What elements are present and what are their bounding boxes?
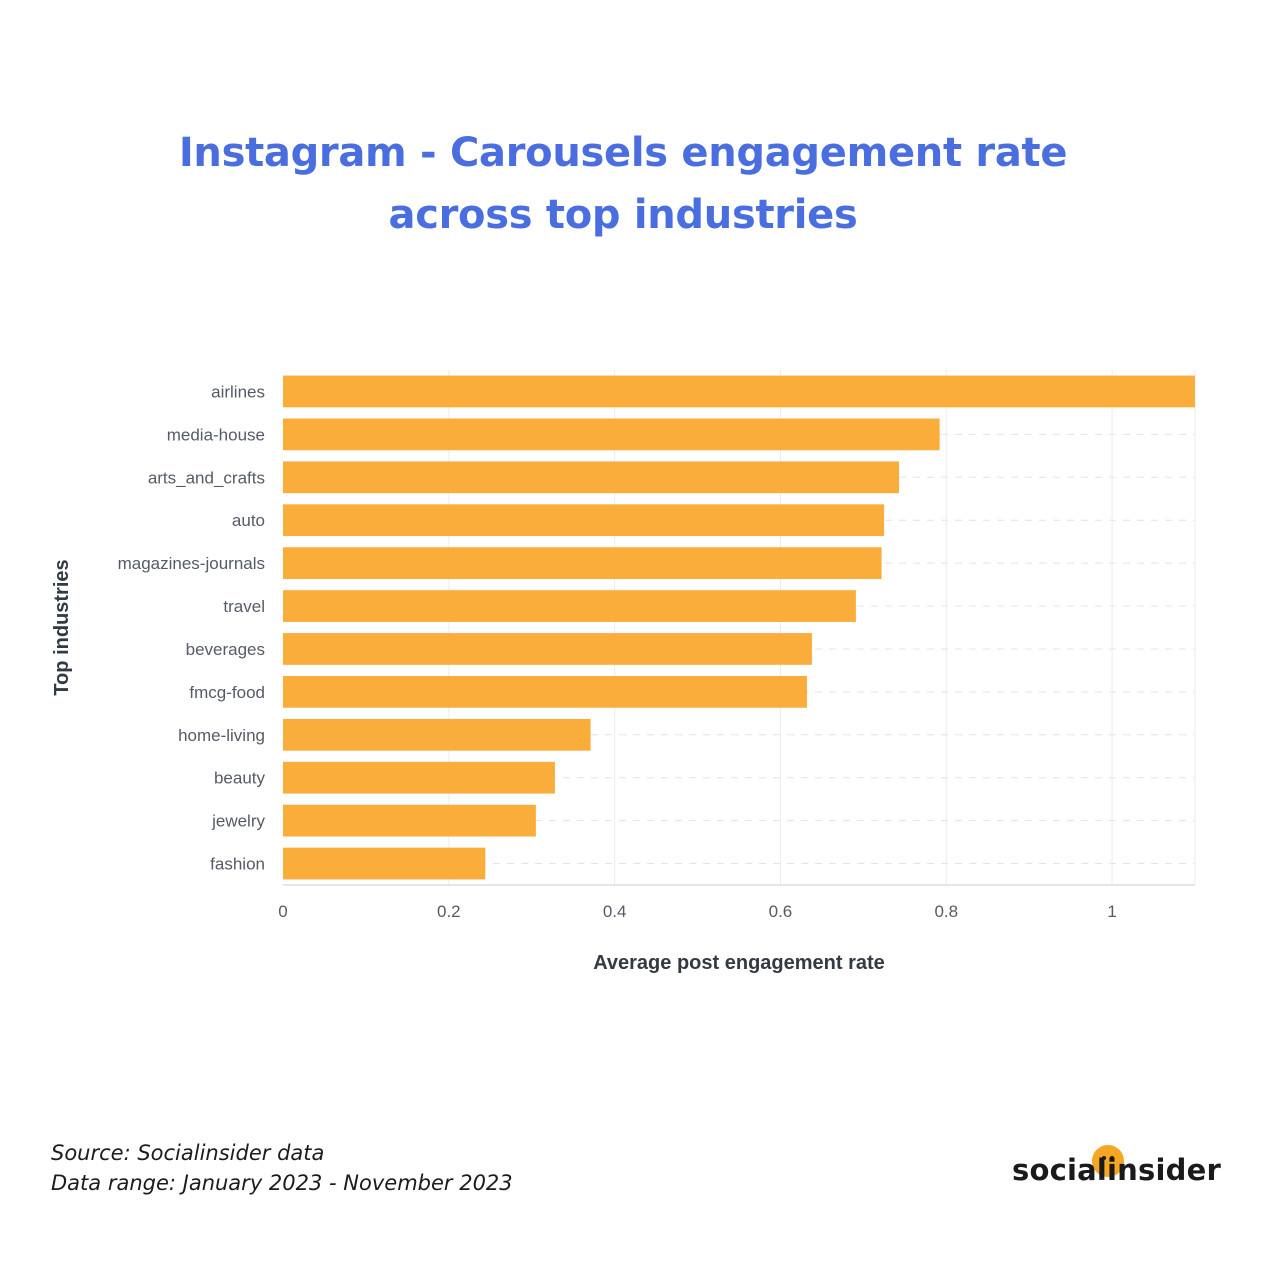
logo-face-icon — [1092, 1145, 1124, 1177]
x-tick-label: 0 — [278, 902, 287, 921]
bar-auto — [283, 504, 885, 537]
bar-fmcg-food — [283, 675, 807, 708]
category-label: auto — [232, 511, 265, 530]
footer-notes: Source: Socialinsider data Data range: J… — [51, 1138, 513, 1198]
x-tick-label: 0.4 — [603, 902, 627, 921]
bar-home-living — [283, 718, 591, 751]
category-label: beverages — [186, 640, 265, 659]
socialinsider-logo: socialinsider — [1012, 1145, 1221, 1197]
category-label: fmcg-food — [189, 683, 265, 702]
bar-travel — [283, 590, 856, 622]
x-tick-label: 0.8 — [934, 902, 958, 921]
source-note: Source: Socialinsider data — [51, 1141, 325, 1165]
chart-title-line-1: Instagram - Carousels engagement rate — [178, 130, 1068, 176]
date-range-note: Data range: January 2023 - November 2023 — [51, 1171, 513, 1195]
bar-arts_and_crafts — [283, 461, 900, 494]
category-label: arts_and_crafts — [148, 468, 265, 487]
x-tick-labels: 0 0.2 0.4 0.6 0.8 1 — [278, 902, 1117, 921]
category-label: beauty — [214, 769, 266, 788]
chart-title-line-2: across top industries — [388, 192, 858, 238]
bars — [283, 375, 1195, 880]
bar-airlines — [283, 375, 1195, 408]
category-label: airlines — [211, 382, 265, 401]
logo-text: socialinsider — [1012, 1153, 1221, 1187]
y-axis-title: Top industries — [51, 559, 73, 695]
x-tick-label: 1 — [1107, 902, 1116, 921]
bar-media-house — [283, 418, 940, 451]
bar-beauty — [283, 761, 555, 794]
category-label: home-living — [178, 726, 265, 745]
chart-title: Instagram - Carousels engagement rate ac… — [0, 122, 1246, 246]
bar-fashion — [283, 847, 486, 880]
category-label: fashion — [210, 855, 265, 874]
bar-beverages — [283, 633, 812, 665]
category-label: media-house — [167, 425, 265, 444]
x-axis-title: Average post engagement rate — [593, 952, 885, 974]
x-tick-label: 0.2 — [437, 902, 461, 921]
gridlines — [283, 370, 1196, 885]
bar-magazines-journals — [283, 547, 882, 580]
bar-jewelry — [283, 804, 536, 837]
category-label: travel — [223, 597, 265, 616]
category-label: magazines-journals — [118, 554, 265, 573]
category-label: jewelry — [211, 812, 265, 831]
x-tick-label: 0.6 — [769, 902, 793, 921]
